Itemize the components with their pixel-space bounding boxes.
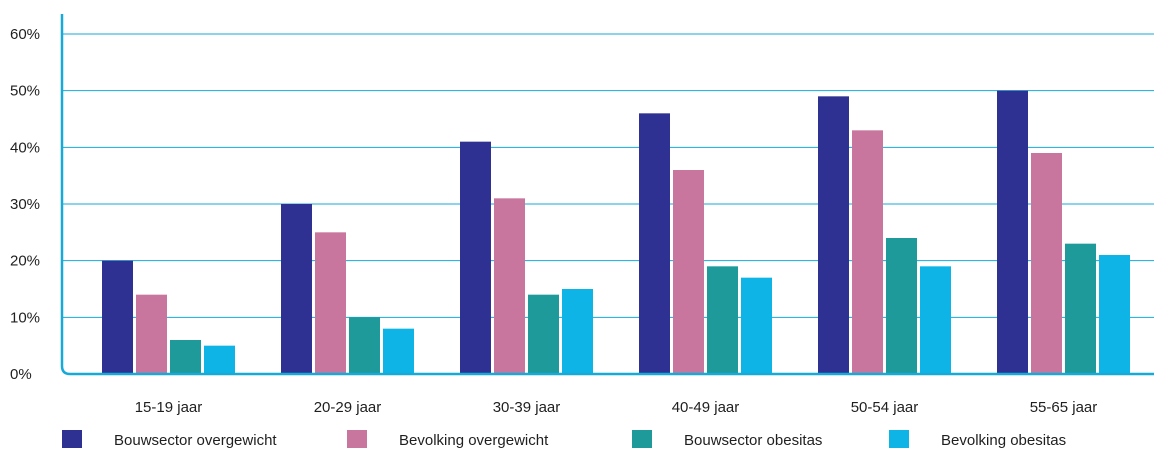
bar-bevolking-obesitas-20-29-jaar [383,328,414,374]
bar-bouwsector-obesitas-50-54-jaar [886,238,917,374]
bar-bevolking-overgewicht-20-29-jaar [315,232,346,374]
y-tick-label: 30% [10,196,40,213]
bar-bouwsector-overgewicht-55-65-jaar [997,90,1028,375]
bar-bouwsector-obesitas-15-19-jaar [170,340,201,374]
bar-bouwsector-overgewicht-50-54-jaar [818,96,849,374]
legend-label: Bevolking overgewicht [399,432,549,449]
y-tick-labels: 0% 10% 20% 30% 40% 50% 60% [10,26,40,383]
y-tick-label: 20% [10,253,40,270]
x-tick-label: 55-65 jaar [1030,399,1098,416]
axes [60,14,1154,376]
bar-bouwsector-obesitas-30-39-jaar [528,294,559,374]
bar-bevolking-obesitas-55-65-jaar [1099,255,1130,374]
bar-bouwsector-overgewicht-20-29-jaar [281,204,312,374]
legend-swatch [889,430,909,448]
x-tick-label: 50-54 jaar [851,399,919,416]
bar-bevolking-obesitas-40-49-jaar [741,277,772,374]
bar-bouwsector-obesitas-55-65-jaar [1065,243,1096,374]
x-tick-label: 20-29 jaar [314,399,382,416]
bar-bouwsector-obesitas-40-49-jaar [707,266,738,374]
y-tick-label: 50% [10,83,40,100]
x-tick-labels: 15-19 jaar 20-29 jaar 30-39 jaar 40-49 jaar… [135,399,1098,416]
bar-bevolking-overgewicht-50-54-jaar [852,130,883,374]
bar-bevolking-obesitas-50-54-jaar [920,266,951,374]
bar-bouwsector-obesitas-20-29-jaar [349,317,380,374]
legend-swatch [347,430,367,448]
x-tick-label: 40-49 jaar [672,399,740,416]
legend-label: Bevolking obesitas [941,432,1066,449]
legend-item-bevolking-overgewicht: Bevolking overgewicht [347,430,549,449]
x-tick-label: 30-39 jaar [493,399,561,416]
bar-bouwsector-overgewicht-40-49-jaar [639,113,670,374]
bar-bevolking-obesitas-15-19-jaar [204,345,235,374]
gridlines [62,33,1154,318]
legend-item-bouwsector-overgewicht: Bouwsector overgewicht [62,430,277,449]
bar-bevolking-obesitas-30-39-jaar [562,289,593,374]
y-tick-label: 60% [10,26,40,43]
y-tick-label: 10% [10,309,40,326]
legend-label: Bouwsector obesitas [684,432,822,449]
bar-bouwsector-overgewicht-30-39-jaar [460,141,491,374]
bar-bevolking-overgewicht-15-19-jaar [136,294,167,374]
bar-bevolking-overgewicht-55-65-jaar [1031,153,1062,374]
legend-item-bevolking-obesitas: Bevolking obesitas [889,430,1066,449]
bar-bevolking-overgewicht-40-49-jaar [673,170,704,374]
legend-swatch [62,430,82,448]
y-tick-label: 0% [10,366,32,383]
legend-item-bouwsector-obesitas: Bouwsector obesitas [632,430,822,449]
bar-bouwsector-overgewicht-15-19-jaar [102,260,133,374]
y-tick-label: 40% [10,139,40,156]
x-tick-label: 15-19 jaar [135,399,203,416]
axis-line [60,14,1154,376]
bars [102,90,1130,375]
legend-label: Bouwsector overgewicht [114,432,277,449]
legend-swatch [632,430,652,448]
legend: Bouwsector overgewicht Bevolking overgewi… [62,430,1066,449]
bar-bevolking-overgewicht-30-39-jaar [494,198,525,374]
